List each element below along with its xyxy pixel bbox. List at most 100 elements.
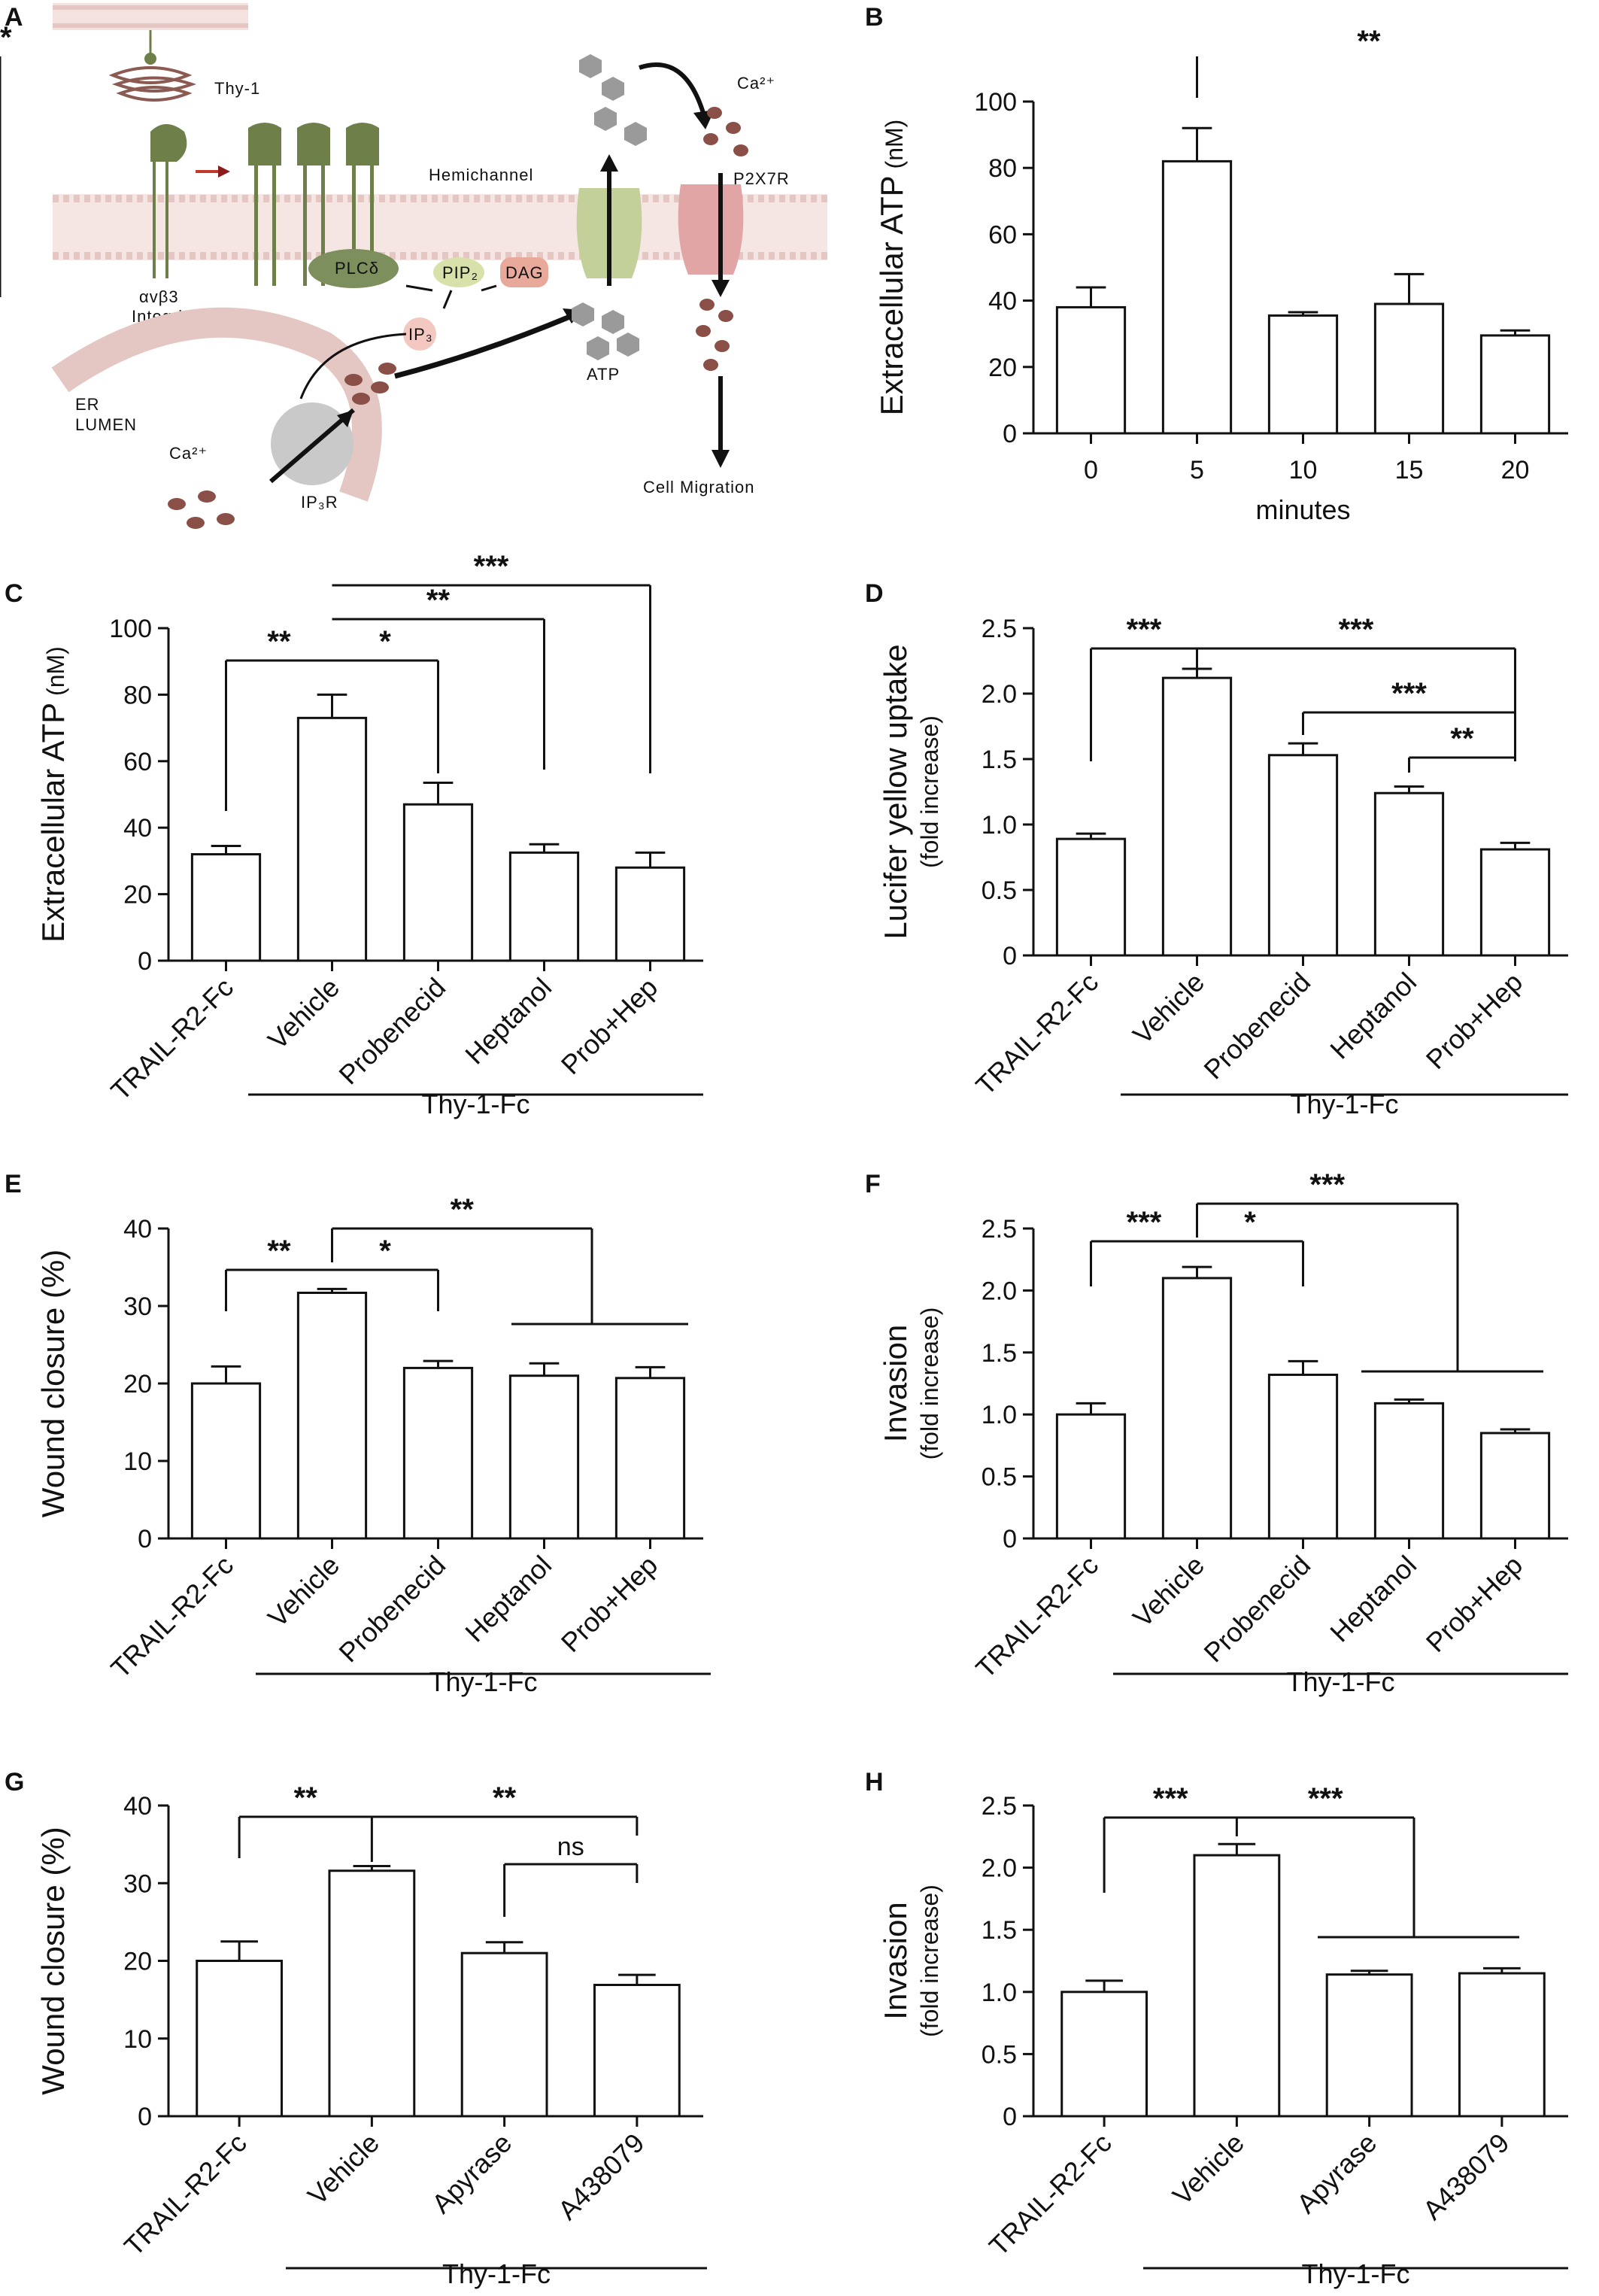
panel-h-ytick-label: 1.5: [982, 1916, 1017, 1945]
panel-d-chart: D 0 0.5 1.0 1.5 2.0 2.5 Lucifer yellow uptake (f…: [865, 579, 1568, 1119]
panel-g-category-label: Apyrase: [426, 2127, 517, 2219]
panel-h-ytick-label: 2.5: [982, 1792, 1017, 1821]
panel-e-category-label: Vehicle: [262, 1550, 345, 1633]
panel-c-bar: [614, 866, 686, 962]
panel-c-bar: [402, 803, 474, 962]
panel-h-ytick-label: 0: [1003, 2103, 1017, 2131]
hemichannel-label: Hemichannel: [429, 166, 533, 184]
panel-h-ytick-label: 2.0: [982, 1854, 1017, 1883]
panel-c-bar: [296, 716, 368, 962]
panel-d-ytick-label: 1.0: [982, 811, 1017, 840]
panel-h-letter: H: [865, 1768, 884, 1796]
panel-b-ytick-label: 20: [988, 354, 1017, 382]
panel-f-significance-label: ***: [1127, 1206, 1162, 1239]
panel-b-category-label: 0: [1084, 456, 1098, 484]
er-label: ER: [75, 395, 100, 414]
panel-b-bar: [1373, 302, 1445, 435]
panel-f-significance-label: *: [1244, 1206, 1256, 1239]
panel-h-bar: [1193, 1854, 1281, 2118]
calcium-ions-extracellular: [696, 107, 748, 371]
panel-e-ylabel: Wound closure (%): [35, 1250, 71, 1517]
panel-f-bar: [1373, 1402, 1445, 1540]
panel-e-bar: [508, 1374, 580, 1540]
panel-d-category-label: Probenecid: [1197, 967, 1316, 1086]
arrowhead-icon: [337, 410, 353, 427]
dag-label: DAG: [505, 263, 544, 282]
panel-b-chart: B 0 20 40 60 80 100 Extracellular ATP (nM) 0 5 10 1…: [0, 3, 1568, 525]
panel-b-ylabel: Extracellular ATP (nM): [874, 120, 909, 416]
panel-e-letter: E: [5, 1170, 22, 1198]
panel-e-group-label: Thy-1-Fc: [429, 1666, 538, 1697]
panel-d-category-label: Vehicle: [1127, 967, 1210, 1050]
panel-h-category-label: A438079: [1417, 2127, 1516, 2226]
panel-g-ytick-label: 20: [123, 1948, 152, 1976]
panel-e-ytick-label: 40: [123, 1215, 152, 1244]
panel-f-bar: [1055, 1413, 1127, 1540]
panel-d-bar: [1161, 676, 1233, 957]
panel-h-category-label: TRAIL-R2-Fc: [983, 2127, 1118, 2262]
atp-to-p2x7r-arrow: [639, 62, 705, 114]
panel-f-ylabel: Invasion: [878, 1325, 913, 1442]
ip3-label: IP₃: [408, 325, 433, 344]
arrowhead-icon: [600, 154, 618, 172]
panel-f-ytick-label: 0: [1003, 1525, 1017, 1553]
panel-g-bar: [593, 1984, 681, 2118]
thy1-label: Thy-1: [214, 79, 260, 98]
panel-b-bar: [1161, 159, 1233, 435]
panel-g-ytick-label: 0: [138, 2103, 152, 2131]
panel-e-bar: [614, 1377, 686, 1540]
panel-g-significance-label: **: [493, 1781, 517, 1815]
integrin-subunit-label: αvβ3: [139, 287, 179, 306]
panel-c-ytick-label: 100: [109, 615, 152, 643]
panel-f-ytick-label: 1.0: [982, 1401, 1017, 1429]
plc-label: PLCδ: [335, 259, 379, 278]
panel-d-category-label: Heptanol: [1324, 967, 1422, 1065]
panel-d-ylabel-sub: (fold increase): [916, 715, 943, 868]
panel-g-category-label: Vehicle: [302, 2127, 385, 2211]
dag: [500, 257, 548, 287]
calcium-flux-arrow: [394, 313, 573, 379]
panel-f-group-label: Thy-1-Fc: [1287, 1666, 1395, 1697]
panel-f-bar: [1479, 1432, 1551, 1540]
ip3r-label: IP₃R: [301, 493, 338, 512]
panel-b-ytick-label: 0: [1003, 420, 1017, 448]
panel-g-ylabel: Wound closure (%): [35, 1827, 71, 2094]
panel-d-bar: [1373, 791, 1445, 957]
panel-f-category-label: Vehicle: [1127, 1550, 1210, 1633]
panel-h-ytick-label: 0.5: [982, 2040, 1017, 2069]
panel-h-bar: [1060, 1991, 1148, 2118]
panel-d-significance-label: ***: [1391, 677, 1427, 710]
plc-delta: [308, 249, 399, 288]
panel-e-ytick-label: 0: [138, 1525, 152, 1553]
panel-b-ytick-label: 40: [988, 287, 1017, 316]
panel-b-letter: B: [865, 3, 884, 32]
panel-c-ytick-label: 80: [123, 681, 152, 709]
panel-h-bar: [1458, 1972, 1546, 2118]
pip2: [433, 257, 484, 287]
integrin-monomer: [150, 124, 187, 278]
panel-g-bar: [460, 1951, 548, 2118]
panel-g-bar: [196, 1960, 284, 2118]
panel-f-bar: [1267, 1373, 1339, 1540]
panel-d-significance-label: **: [1450, 722, 1474, 755]
panel-g-ytick-label: 10: [123, 2025, 152, 2054]
panel-c-category-label: TRAIL-R2-Fc: [105, 972, 239, 1107]
atp-molecules: [572, 54, 647, 360]
panel-e-ytick-label: 30: [123, 1292, 152, 1321]
panel-h-chart: H 0 0.5 1.0 1.5 2.0 2.5 Invasion (fold increase)…: [865, 1768, 1568, 2289]
panel-e-bar: [190, 1382, 262, 1540]
panel-h-significance-label: ***: [1308, 1782, 1343, 1815]
panel-h-ylabel-sub: (fold increase): [916, 1884, 943, 2037]
panel-d-significance-label: ***: [1339, 613, 1374, 646]
panel-e-significance-label: **: [267, 1235, 291, 1268]
p2x7r-receptor: [678, 184, 744, 275]
panel-d-ytick-label: 2.5: [982, 615, 1017, 643]
panel-d-ytick-label: 0: [1003, 942, 1017, 970]
panel-c-bar: [508, 851, 580, 962]
ip3r-arrow: [269, 408, 355, 484]
panel-b-category-label: 15: [1395, 456, 1424, 484]
panel-c-bar: [190, 853, 262, 962]
atp-label: ATP: [587, 365, 620, 384]
panel-f-category-label: Probenecid: [1197, 1550, 1316, 1669]
